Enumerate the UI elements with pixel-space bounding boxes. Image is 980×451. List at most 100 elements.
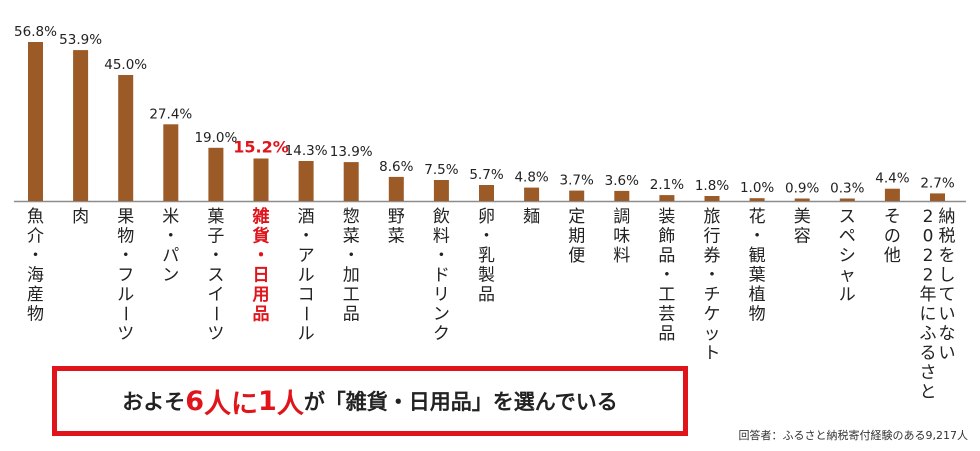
value-label-1: 53.9% (59, 32, 102, 48)
category-label-13-char: 調 (613, 207, 630, 227)
category-label-4-char: ツ (207, 324, 224, 344)
bar-16 (749, 198, 765, 201)
category-label-6-char: ル (298, 324, 315, 344)
category-label-20-char: 2 (923, 246, 934, 266)
category-label-1-char: 肉 (72, 207, 89, 227)
category-label-12-char: 便 (568, 246, 585, 266)
category-label-14-char: 飾 (658, 227, 675, 247)
bar-19 (884, 188, 900, 201)
category-label-9-char: 飲 (433, 207, 450, 227)
category-label-16-char: 花 (749, 207, 766, 227)
value-label-20: 2.7% (920, 175, 954, 191)
category-label-2-char: ツ (117, 324, 134, 344)
category-label-2-char: 果 (117, 207, 134, 227)
bar-13 (614, 190, 630, 201)
category-label-0-char: 介 (27, 227, 44, 247)
category-label-20-char: ふ (920, 324, 937, 344)
value-label-5: 15.2% (233, 138, 289, 157)
category-label-20-char: し (939, 266, 956, 286)
bar-18 (839, 198, 855, 201)
category-label-18-char: シ (839, 246, 856, 266)
category-label-15-char: 券 (704, 246, 721, 266)
category-label-20-char: を (939, 246, 956, 266)
value-label-17: 0.9% (785, 181, 819, 197)
category-label-17-char: 美 (794, 207, 811, 227)
category-label-20-char: な (939, 324, 956, 344)
category-label-9-char: 料 (433, 227, 450, 247)
category-label-4-char: ・ (207, 246, 224, 266)
category-label-14-char: 装 (658, 207, 675, 227)
callout-text-hitori: 人 (276, 388, 304, 420)
category-label-7-char: 菜 (343, 227, 360, 247)
category-label-15-char: ッ (704, 324, 721, 344)
bar-10 (479, 185, 494, 201)
value-label-0: 56.8% (14, 24, 57, 40)
category-label-14-char: 品 (658, 246, 675, 266)
category-label-3-char: 米 (162, 207, 179, 227)
category-label-20-char: と (920, 383, 937, 403)
category-label-9-char: ド (433, 266, 450, 286)
category-label-8-char: 野 (388, 207, 405, 227)
category-label-16-char: 観 (749, 246, 766, 266)
value-label-8: 8.6% (379, 159, 413, 175)
category-label-0-char: 海 (27, 266, 44, 286)
category-label-10-char: 卵 (478, 207, 495, 227)
category-label-2-char: フ (117, 266, 134, 286)
category-label-20-char: る (920, 344, 937, 364)
bar-1 (73, 50, 89, 201)
category-label-0-char: 物 (27, 305, 44, 325)
category-label-9-char: ン (433, 305, 450, 325)
category-label-10-char: 製 (478, 266, 495, 286)
category-label-12-char: 期 (568, 227, 585, 247)
category-label-5-char: ・ (253, 246, 270, 266)
category-label-4-char: 子 (207, 227, 224, 247)
bar-14 (659, 195, 675, 201)
category-label-18-char: ャ (839, 266, 856, 286)
category-label-5-char: 雑 (252, 206, 270, 227)
category-label-4-char: ス (207, 266, 224, 286)
category-label-14-char: 芸 (658, 305, 675, 325)
category-label-20-char: て (939, 285, 956, 305)
category-label-4-char: 菓 (207, 207, 224, 227)
category-label-20-char: 0 (923, 227, 934, 247)
category-label-15-char: ・ (704, 266, 721, 286)
respondent-footnote: 回答者：ふるさと納税寄付経験のある9,217人 (738, 429, 969, 442)
category-label-20-char: に (920, 305, 937, 325)
category-label-9-char: ク (433, 324, 450, 344)
value-label-13: 3.6% (605, 173, 639, 189)
category-label-20-char: 2 (923, 207, 934, 227)
category-label-19-char: そ (884, 207, 901, 227)
category-label-0-char: 魚 (27, 207, 44, 227)
value-label-16: 1.0% (740, 180, 774, 196)
bar-7 (343, 162, 359, 201)
value-label-10: 5.7% (469, 167, 503, 183)
category-label-7-char: 品 (343, 305, 360, 325)
category-label-0-char: ・ (27, 246, 44, 266)
callout-number-6: 6 (185, 385, 205, 417)
category-label-20-char: 税 (939, 227, 956, 247)
bar-5 (253, 158, 269, 201)
category-label-18-char: ス (839, 207, 856, 227)
category-label-20-char: さ (920, 363, 937, 383)
category-label-12-char: 定 (568, 207, 585, 227)
category-label-6-char: 酒 (298, 207, 315, 227)
category-label-6-char: コ (298, 285, 315, 305)
category-label-2-char: ル (117, 285, 134, 305)
category-label-7-char: ・ (343, 246, 360, 266)
category-label-6-char: ー (295, 305, 315, 322)
value-label-3: 27.4% (149, 106, 192, 122)
callout-number-1: 1 (258, 385, 277, 417)
value-label-9: 7.5% (424, 162, 458, 178)
category-label-9-char: リ (433, 285, 450, 305)
value-label-4: 19.0% (194, 130, 237, 146)
category-label-18-char: ペ (839, 227, 856, 247)
bar-2 (118, 75, 134, 201)
category-label-13-char: 味 (613, 227, 630, 247)
category-label-10-char: ・ (478, 227, 495, 247)
category-label-7-char: 惣 (343, 207, 360, 227)
category-label-15-char: 旅 (704, 207, 721, 227)
category-label-5-char: 品 (253, 305, 270, 325)
bar-8 (388, 176, 404, 201)
category-label-5-char: 日 (253, 266, 270, 286)
bar-3 (163, 124, 179, 201)
